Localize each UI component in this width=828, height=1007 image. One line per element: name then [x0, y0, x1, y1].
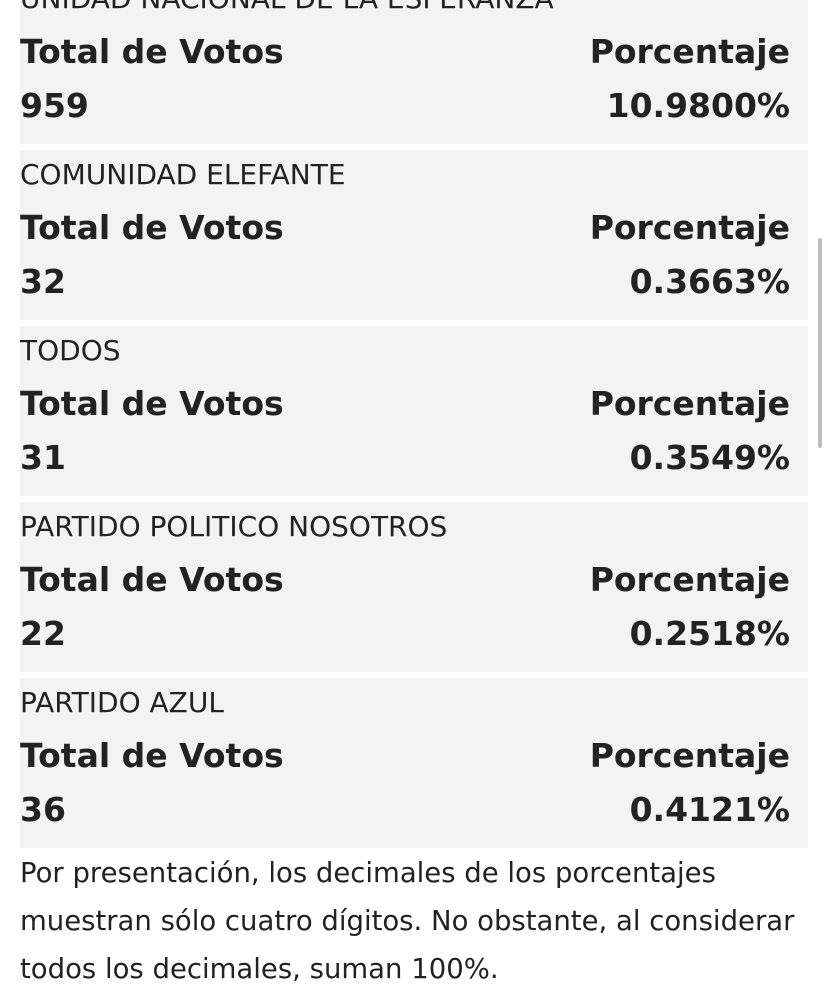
- party-name: COMUNIDAD ELEFANTE: [20, 158, 346, 191]
- percentage-label: Porcentaje: [589, 736, 790, 775]
- footnote-text: Por presentación, los decimales de los p…: [20, 857, 795, 985]
- party-card: PARTIDO POLITICO NOSOTROS Total de Votos…: [20, 502, 808, 672]
- percentage-label: Porcentaje: [589, 208, 790, 247]
- total-votes-label: Total de Votos: [20, 384, 284, 423]
- percent-value: 0.3549%: [629, 438, 790, 477]
- percent-value: 0.4121%: [629, 790, 790, 829]
- party-card: UNIDAD NACIONAL DE LA ESPERANZA Total de…: [20, 0, 808, 144]
- votes-value: 959: [20, 86, 89, 125]
- percent-value: 0.2518%: [629, 614, 790, 653]
- party-name: UNIDAD NACIONAL DE LA ESPERANZA: [20, 0, 554, 15]
- party-name: PARTIDO AZUL: [20, 686, 224, 719]
- votes-value: 36: [20, 790, 66, 829]
- votes-value: 22: [20, 614, 66, 653]
- party-card: COMUNIDAD ELEFANTE Total de Votos Porcen…: [20, 150, 808, 320]
- total-votes-label: Total de Votos: [20, 208, 284, 247]
- percentage-label: Porcentaje: [589, 384, 790, 423]
- votes-value: 31: [20, 438, 66, 477]
- party-card: PARTIDO AZUL Total de Votos Porcentaje 3…: [20, 678, 808, 848]
- results-list: UNIDAD NACIONAL DE LA ESPERANZA Total de…: [20, 0, 808, 854]
- scrollbar[interactable]: [818, 238, 822, 448]
- party-name: TODOS: [20, 334, 121, 367]
- votes-value: 32: [20, 262, 66, 301]
- percentage-label: Porcentaje: [589, 560, 790, 599]
- party-name: PARTIDO POLITICO NOSOTROS: [20, 510, 448, 543]
- percentage-label: Porcentaje: [589, 32, 790, 71]
- total-votes-label: Total de Votos: [20, 32, 284, 71]
- total-votes-label: Total de Votos: [20, 560, 284, 599]
- percent-value: 10.9800%: [606, 86, 790, 125]
- party-card: TODOS Total de Votos Porcentaje 31 0.354…: [20, 326, 808, 496]
- total-votes-label: Total de Votos: [20, 736, 284, 775]
- percent-value: 0.3663%: [629, 262, 790, 301]
